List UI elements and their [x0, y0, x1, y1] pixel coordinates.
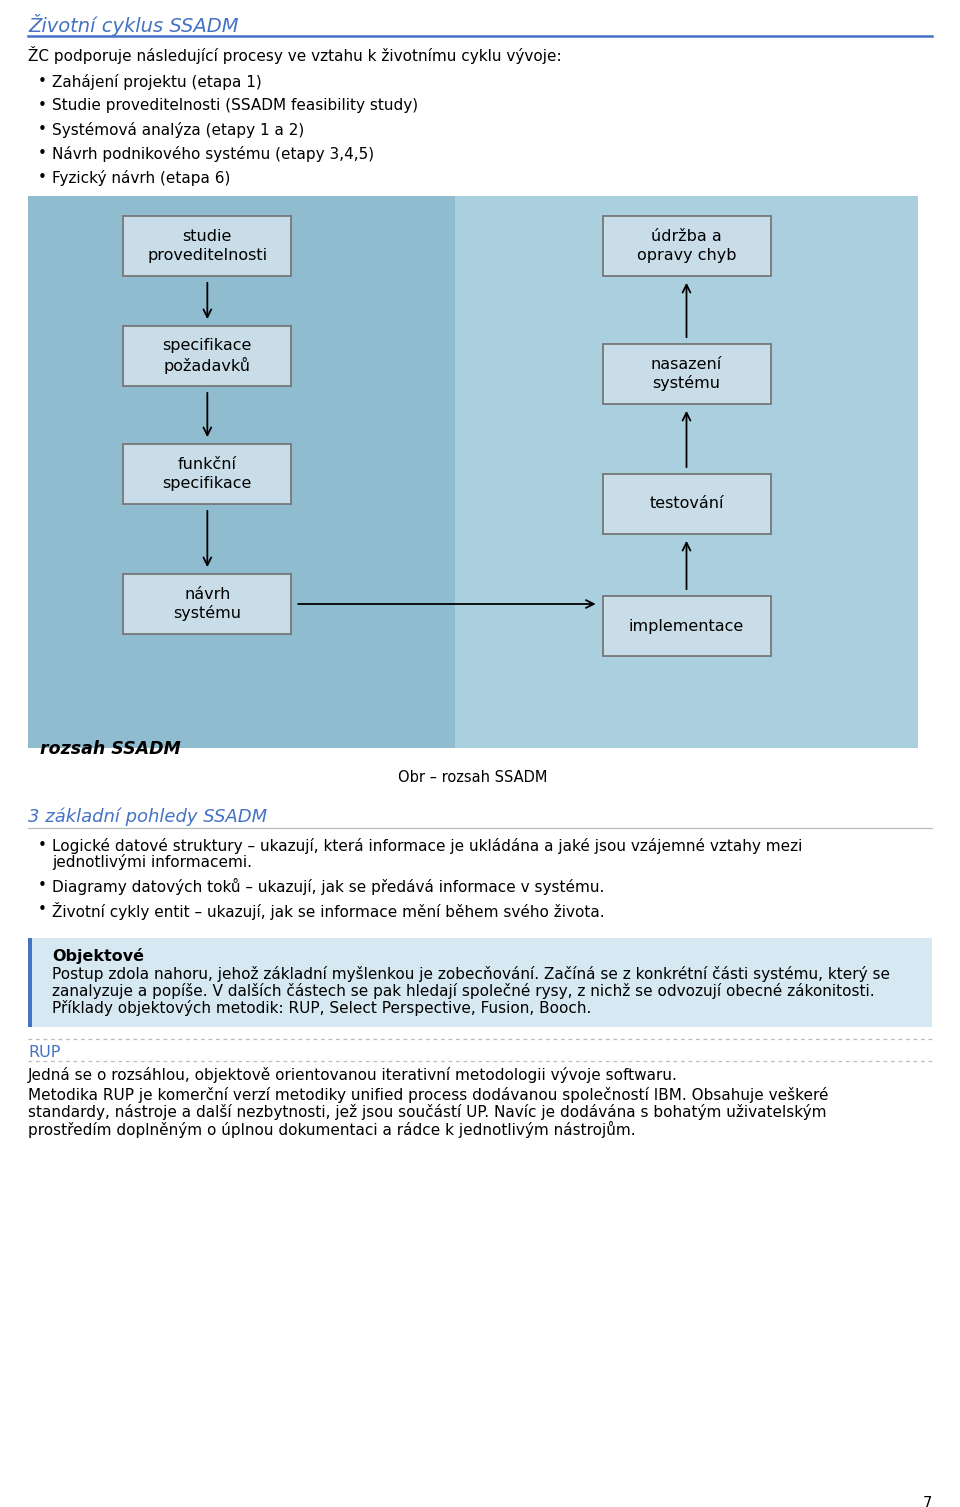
Text: 7: 7: [923, 1496, 932, 1507]
Text: RUP: RUP: [28, 1044, 60, 1059]
Bar: [123, 216, 291, 276]
Text: Zahájení projektu (etapa 1): Zahájení projektu (etapa 1): [52, 74, 262, 90]
Text: funkční
specifikace: funkční specifikace: [162, 457, 252, 491]
Text: Studie proveditelnosti (SSADM feasibility study): Studie proveditelnosti (SSADM feasibilit…: [52, 98, 419, 113]
Text: zanalyzuje a popíše. V dalších částech se pak hledají společné rysy, z nichž se : zanalyzuje a popíše. V dalších částech s…: [52, 983, 875, 999]
Text: standardy, nástroje a další nezbytnosti, jež jsou součástí UP. Navíc je dodávána: standardy, nástroje a další nezbytnosti,…: [28, 1105, 827, 1120]
Text: Logické datové struktury – ukazují, která informace je ukládána a jaké jsou vzáj: Logické datové struktury – ukazují, kter…: [52, 838, 803, 854]
Text: jednotlivými informacemi.: jednotlivými informacemi.: [52, 854, 252, 870]
Text: implementace: implementace: [629, 618, 744, 633]
Bar: [123, 445, 291, 503]
Text: •: •: [38, 74, 47, 89]
Bar: [28, 937, 932, 1026]
Text: návrh
systému: návrh systému: [174, 586, 241, 621]
Bar: [123, 574, 291, 634]
Text: Životní cyklus SSADM: Životní cyklus SSADM: [28, 14, 239, 36]
Text: •: •: [38, 170, 47, 185]
Text: Obr – rozsah SSADM: Obr – rozsah SSADM: [398, 770, 548, 785]
Text: Objektové: Objektové: [52, 948, 144, 964]
Text: specifikace
požadavků: specifikace požadavků: [162, 338, 252, 374]
Text: Jedná se o rozsáhlou, objektově orientovanou iterativní metodologii vývoje softw: Jedná se o rozsáhlou, objektově orientov…: [28, 1067, 678, 1084]
Text: •: •: [38, 146, 47, 161]
Text: Příklady objektových metodik: RUP, Select Perspective, Fusion, Booch.: Příklady objektových metodik: RUP, Selec…: [52, 1001, 591, 1016]
Bar: [455, 196, 918, 747]
Text: •: •: [38, 838, 47, 853]
Text: studie
proveditelnosti: studie proveditelnosti: [147, 229, 268, 262]
Text: 3 základní pohledy SSADM: 3 základní pohledy SSADM: [28, 808, 267, 826]
Text: Postup zdola nahoru, jehož základní myšlenkou je zobecňování. Začíná se z konkré: Postup zdola nahoru, jehož základní myšl…: [52, 966, 890, 983]
Text: testování: testování: [649, 496, 724, 511]
Bar: [28, 937, 32, 1026]
Text: nasazení
systému: nasazení systému: [651, 357, 722, 392]
Text: •: •: [38, 903, 47, 916]
Text: •: •: [38, 122, 47, 137]
Text: údržba a
opravy chyb: údržba a opravy chyb: [636, 229, 736, 262]
Text: Návrh podnikového systému (etapy 3,4,5): Návrh podnikového systému (etapy 3,4,5): [52, 146, 374, 161]
Bar: [603, 344, 771, 404]
Text: rozsah SSADM: rozsah SSADM: [40, 740, 180, 758]
Bar: [603, 216, 771, 276]
Bar: [603, 475, 771, 533]
Text: ŽC podporuje následující procesy ve vztahu k životnímu cyklu vývoje:: ŽC podporuje následující procesy ve vzta…: [28, 47, 562, 63]
Text: •: •: [38, 879, 47, 894]
Text: Diagramy datových toků – ukazují, jak se předává informace v systému.: Diagramy datových toků – ukazují, jak se…: [52, 879, 605, 895]
Text: Systémová analýza (etapy 1 a 2): Systémová analýza (etapy 1 a 2): [52, 122, 304, 139]
Text: Fyzický návrh (etapa 6): Fyzický návrh (etapa 6): [52, 170, 230, 185]
Bar: [603, 595, 771, 656]
Text: •: •: [38, 98, 47, 113]
Text: prostředím doplněným o úplnou dokumentaci a rádce k jednotlivým nástrojům.: prostředím doplněným o úplnou dokumentac…: [28, 1121, 636, 1138]
Bar: [123, 326, 291, 386]
Text: Životní cykly entit – ukazují, jak se informace mění během svého života.: Životní cykly entit – ukazují, jak se in…: [52, 903, 605, 919]
Text: Metodika RUP je komerční verzí metodiky unified process dodávanou společností IB: Metodika RUP je komerční verzí metodiky …: [28, 1087, 828, 1103]
Bar: [28, 196, 455, 747]
